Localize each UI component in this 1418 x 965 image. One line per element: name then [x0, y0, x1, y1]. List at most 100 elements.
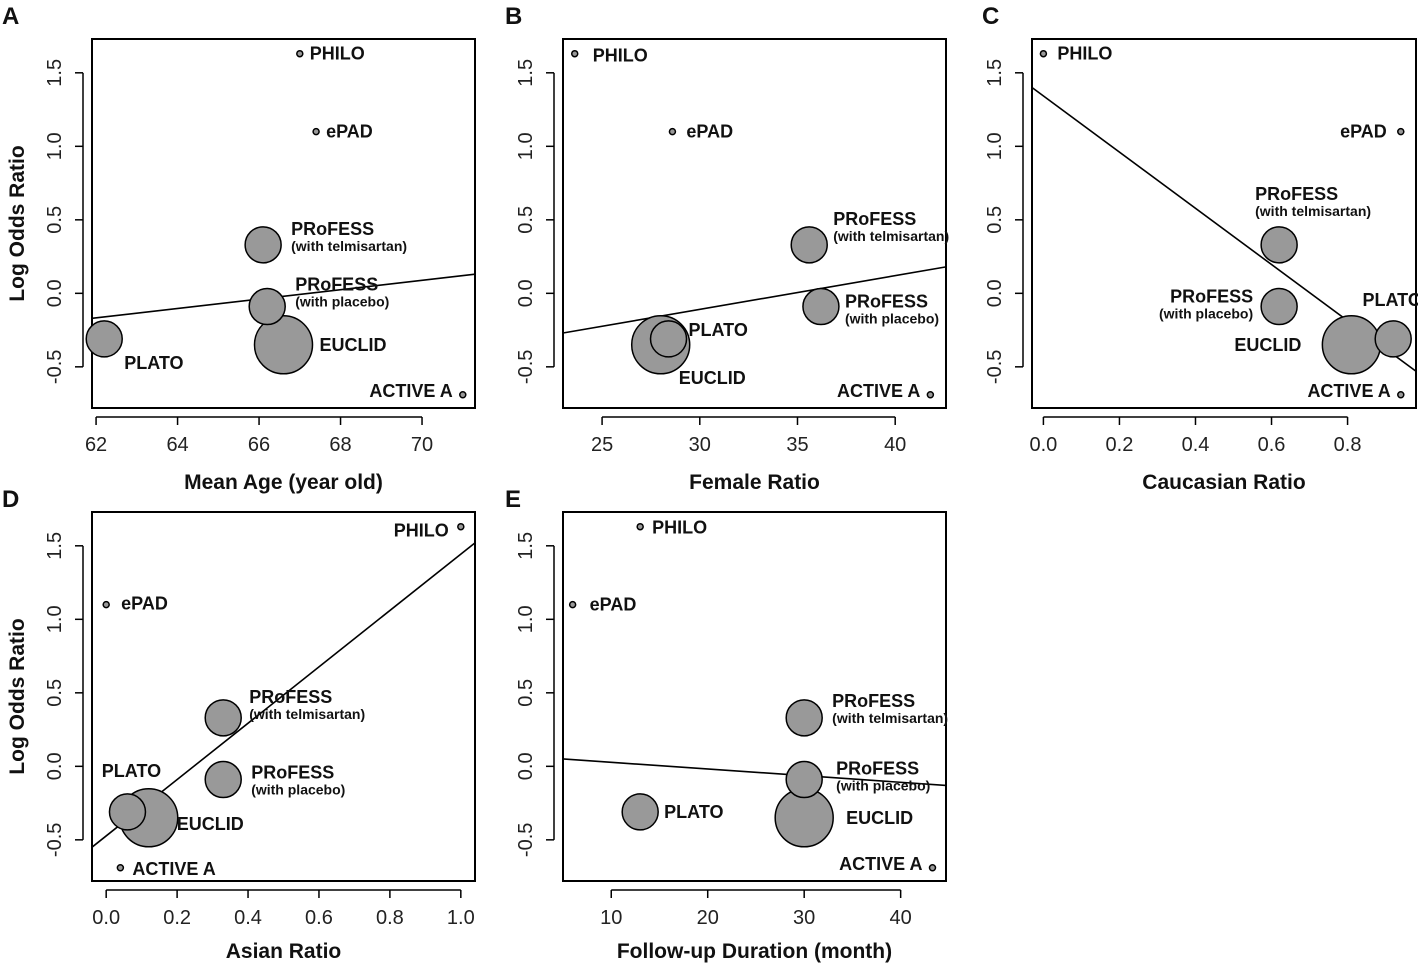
- study-sublabel: (with placebo): [845, 311, 939, 327]
- x-tick-label: 0.4: [234, 907, 262, 929]
- plot-frame: [562, 511, 947, 882]
- x-tick-label: 0.0: [92, 907, 120, 929]
- study-label: ACTIVE A: [369, 381, 452, 401]
- study-point: [1397, 127, 1405, 136]
- x-tick-label: 30: [689, 434, 711, 456]
- study-label: PLATO: [102, 761, 161, 781]
- y-tick-label: -0.5: [515, 823, 537, 857]
- y-tick-label: 0.0: [44, 752, 66, 780]
- y-tick-label: 1.5: [44, 59, 66, 87]
- plot-frame: [1031, 38, 1417, 409]
- x-tick-label: 0.0: [1029, 434, 1057, 456]
- study-point: [790, 226, 828, 264]
- y-tick-label: 0.5: [44, 679, 66, 707]
- study-label: EUCLID: [177, 814, 244, 834]
- study-sublabel: (with telmisartan): [249, 706, 365, 722]
- study-point: [457, 522, 465, 531]
- x-tick-label: 0.6: [1258, 434, 1286, 456]
- study-point: [116, 864, 125, 872]
- x-tick-label: 40: [890, 907, 912, 929]
- y-axis-title: Log Odds Ratio: [6, 145, 29, 301]
- panel-d: D 0.0 0.2 0.4 0.6 0.8 1.0 -0.5 0.0 0.5 1.0 1.5 Asian…: [2, 486, 476, 963]
- study-sublabel: (with placebo): [295, 294, 389, 310]
- study-label: EUCLID: [679, 368, 746, 388]
- study-label: PLATO: [689, 320, 748, 340]
- regression-line: [562, 266, 947, 334]
- y-tick-label: 1.0: [515, 132, 537, 160]
- x-tick-label: 0.2: [1106, 434, 1134, 456]
- y-tick-label: 0.5: [515, 679, 537, 707]
- study-label: PHILO: [1057, 44, 1112, 64]
- x-tick-label: 20: [697, 907, 719, 929]
- study-label: ACTIVE A: [1307, 381, 1390, 401]
- plot-frame: [562, 38, 947, 409]
- study-label: ACTIVE A: [839, 854, 922, 874]
- x-tick-label: 30: [793, 907, 815, 929]
- y-tick-label: 0.5: [984, 206, 1006, 234]
- y-tick-label: 0.5: [515, 206, 537, 234]
- x-axis-title: Caucasian Ratio: [1142, 471, 1305, 494]
- panel-letter: C: [982, 3, 999, 30]
- panel-letter: D: [2, 486, 19, 513]
- y-tick-label: -0.5: [44, 823, 66, 857]
- study-label: EUCLID: [1234, 335, 1301, 355]
- y-tick-label: 0.0: [44, 279, 66, 307]
- study-label: ePAD: [590, 595, 637, 615]
- study-label: PRoFESS: [249, 687, 332, 707]
- x-axis-title: Follow-up Duration (month): [617, 940, 892, 963]
- x-axis-title: Female Ratio: [689, 471, 820, 494]
- panel-b: B 25 30 35 40 -0.5 0.0 0.5 1.0 1.5 Female Ratio PHI…: [505, 3, 949, 494]
- y-tick-label: 1.5: [515, 59, 537, 87]
- study-sublabel: (with telmisartan): [833, 228, 949, 244]
- study-point: [102, 600, 110, 609]
- regression-line: [562, 758, 947, 787]
- y-tick-label: 1.5: [515, 532, 537, 560]
- study-label: PRoFESS: [295, 275, 378, 295]
- study-label: PRoFESS: [845, 292, 928, 312]
- study-label: ePAD: [326, 122, 373, 142]
- plot-frame: [91, 511, 476, 882]
- study-point: [1397, 391, 1405, 399]
- study-label: PRoFESS: [836, 759, 919, 779]
- x-tick-label: 0.8: [1334, 434, 1362, 456]
- study-label: PHILO: [593, 46, 648, 66]
- x-tick-label: 64: [166, 434, 188, 456]
- study-label: ePAD: [686, 122, 733, 142]
- study-label: ePAD: [121, 594, 168, 614]
- y-tick-label: -0.5: [515, 350, 537, 384]
- x-tick-label: 35: [786, 434, 808, 456]
- study-label: ACTIVE A: [837, 381, 920, 401]
- study-sublabel: (with placebo): [251, 782, 345, 798]
- study-sublabel: (with placebo): [836, 778, 930, 794]
- study-label: PLATO: [124, 353, 183, 373]
- study-label: ACTIVE A: [132, 859, 215, 879]
- study-point: [636, 522, 644, 531]
- x-tick-label: 0.6: [305, 907, 333, 929]
- study-point: [668, 127, 677, 136]
- panel-c: C 0.0 0.2 0.4 0.6 0.8 -0.5 0.0 0.5 1.0 1.5 Caucasia…: [982, 3, 1418, 494]
- study-point: [621, 793, 659, 831]
- y-tick-label: 0.5: [44, 206, 66, 234]
- study-point: [1260, 287, 1298, 326]
- study-point: [785, 699, 823, 737]
- study-sublabel: (with telmisartan): [291, 238, 407, 254]
- study-point: [802, 287, 840, 326]
- study-point: [649, 320, 688, 358]
- study-point: [85, 320, 123, 358]
- panel-letter: A: [2, 3, 19, 30]
- panel-a: A 62 64 66 68 70 -0.5 0.0 0.5 1.0 1.5 Mean Age (yea…: [2, 3, 476, 494]
- study-label: PHILO: [394, 521, 449, 541]
- x-axis-title: Asian Ratio: [226, 940, 342, 963]
- study-point: [928, 864, 937, 872]
- study-point: [1321, 315, 1382, 375]
- study-point: [1260, 226, 1298, 264]
- study-label: PRoFESS: [1170, 287, 1253, 307]
- study-point: [1374, 320, 1412, 358]
- y-tick-label: 1.0: [44, 132, 66, 160]
- y-tick-label: -0.5: [984, 350, 1006, 384]
- plot-frame: [91, 38, 476, 409]
- study-point: [248, 287, 286, 326]
- x-tick-label: 62: [85, 434, 107, 456]
- x-tick-label: 0.2: [163, 907, 191, 929]
